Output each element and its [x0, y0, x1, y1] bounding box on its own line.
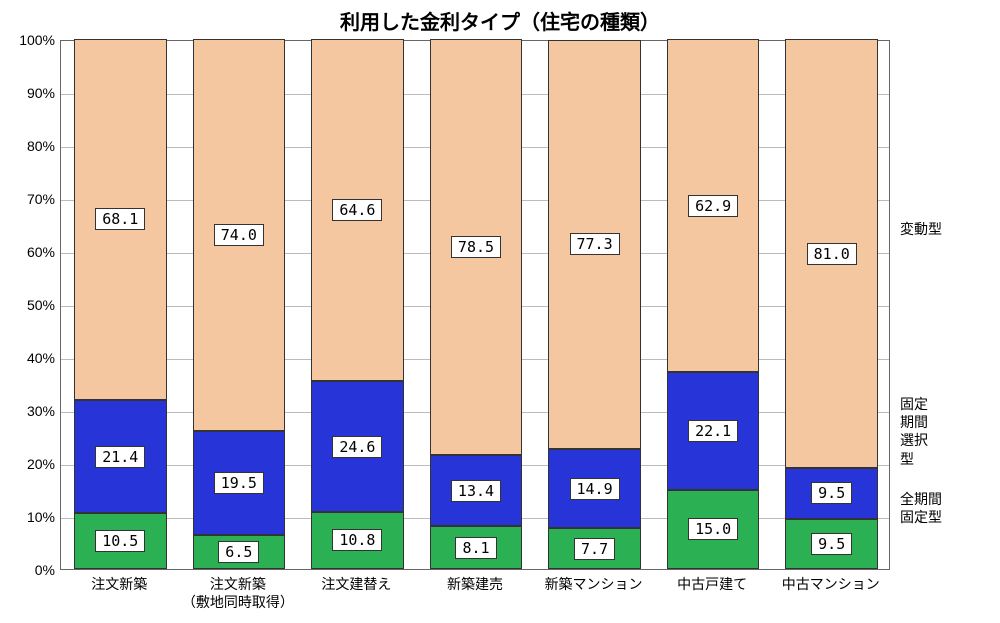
y-tick-label: 30% — [5, 403, 55, 419]
y-tick-label: 40% — [5, 350, 55, 366]
bar-segment: 21.4 — [74, 400, 166, 513]
data-label: 13.4 — [451, 480, 501, 502]
data-label: 7.7 — [574, 538, 615, 560]
data-label: 81.0 — [807, 243, 857, 265]
bar-segment: 81.0 — [785, 39, 877, 468]
data-label: 19.5 — [214, 472, 264, 494]
y-tick-label: 0% — [5, 562, 55, 578]
bar-segment: 14.9 — [548, 449, 640, 528]
x-tick-label: 注文建替え — [321, 575, 391, 593]
bar-group: 10.5 21.4 68.1 — [74, 41, 166, 569]
chart-container: 利用した金利タイプ（住宅の種類） 10.5 21.4 68.1 6.5 19.5 74.0… — [0, 0, 1000, 623]
data-label: 21.4 — [95, 446, 145, 468]
legend-item: 全期間固定型 — [900, 490, 942, 526]
y-tick-label: 80% — [5, 138, 55, 154]
bar-segment: 8.1 — [430, 526, 522, 569]
data-label: 14.9 — [570, 478, 620, 500]
y-tick-label: 60% — [5, 244, 55, 260]
bar-segment: 62.9 — [667, 39, 759, 372]
legend-item: 固定期間選択型 — [900, 395, 928, 468]
data-label: 22.1 — [688, 420, 738, 442]
bar-segment: 74.0 — [193, 39, 285, 431]
y-tick-label: 90% — [5, 85, 55, 101]
data-label: 62.9 — [688, 195, 738, 217]
bar-segment: 6.5 — [193, 535, 285, 569]
bar-group: 8.1 13.4 78.5 — [430, 41, 522, 569]
data-label: 9.5 — [811, 482, 852, 504]
data-label: 15.0 — [688, 518, 738, 540]
data-label: 10.8 — [332, 529, 382, 551]
bar-segment: 24.6 — [311, 381, 403, 511]
x-tick-label: 注文新築 — [91, 575, 147, 593]
bar-segment: 7.7 — [548, 528, 640, 569]
x-tick-label: 新築建売 — [447, 575, 503, 593]
bar-group: 10.8 24.6 64.6 — [311, 41, 403, 569]
data-label: 77.3 — [570, 233, 620, 255]
y-tick-label: 100% — [5, 32, 55, 48]
chart-title: 利用した金利タイプ（住宅の種類） — [0, 6, 1000, 35]
bar-group: 15.0 22.1 62.9 — [667, 41, 759, 569]
bar-segment: 13.4 — [430, 455, 522, 526]
bar-segment: 9.5 — [785, 519, 877, 569]
data-label: 74.0 — [214, 224, 264, 246]
bar-segment: 78.5 — [430, 39, 522, 455]
y-tick-label: 20% — [5, 456, 55, 472]
bar-segment: 9.5 — [785, 468, 877, 518]
y-tick-label: 50% — [5, 297, 55, 313]
y-tick-label: 10% — [5, 509, 55, 525]
bar-segment: 77.3 — [548, 40, 640, 450]
data-label: 8.1 — [455, 537, 496, 559]
plot-area: 10.5 21.4 68.1 6.5 19.5 74.0 10.8 24.6 64.6 8.1 13… — [60, 40, 890, 570]
y-tick-label: 70% — [5, 191, 55, 207]
legend-item: 変動型 — [900, 220, 942, 238]
bar-segment: 68.1 — [74, 39, 166, 400]
bar-segment: 10.8 — [311, 512, 403, 569]
data-label: 6.5 — [218, 541, 259, 563]
x-tick-label: 中古戸建て — [677, 575, 747, 593]
x-tick-label: 注文新築（敷地同時取得） — [182, 575, 294, 611]
bar-segment: 22.1 — [667, 372, 759, 489]
data-label: 9.5 — [811, 533, 852, 555]
data-label: 68.1 — [95, 208, 145, 230]
data-label: 64.6 — [332, 199, 382, 221]
bar-segment: 64.6 — [311, 39, 403, 381]
data-label: 78.5 — [451, 236, 501, 258]
bar-group: 6.5 19.5 74.0 — [193, 41, 285, 569]
bar-group: 7.7 14.9 77.3 — [548, 41, 640, 569]
x-tick-label: 中古マンション — [782, 575, 880, 593]
bar-segment: 15.0 — [667, 490, 759, 570]
x-tick-label: 新築マンション — [545, 575, 643, 593]
bar-segment: 19.5 — [193, 431, 285, 534]
bar-segment: 10.5 — [74, 513, 166, 569]
data-label: 10.5 — [95, 530, 145, 552]
bar-group: 9.5 9.5 81.0 — [785, 41, 877, 569]
data-label: 24.6 — [332, 436, 382, 458]
